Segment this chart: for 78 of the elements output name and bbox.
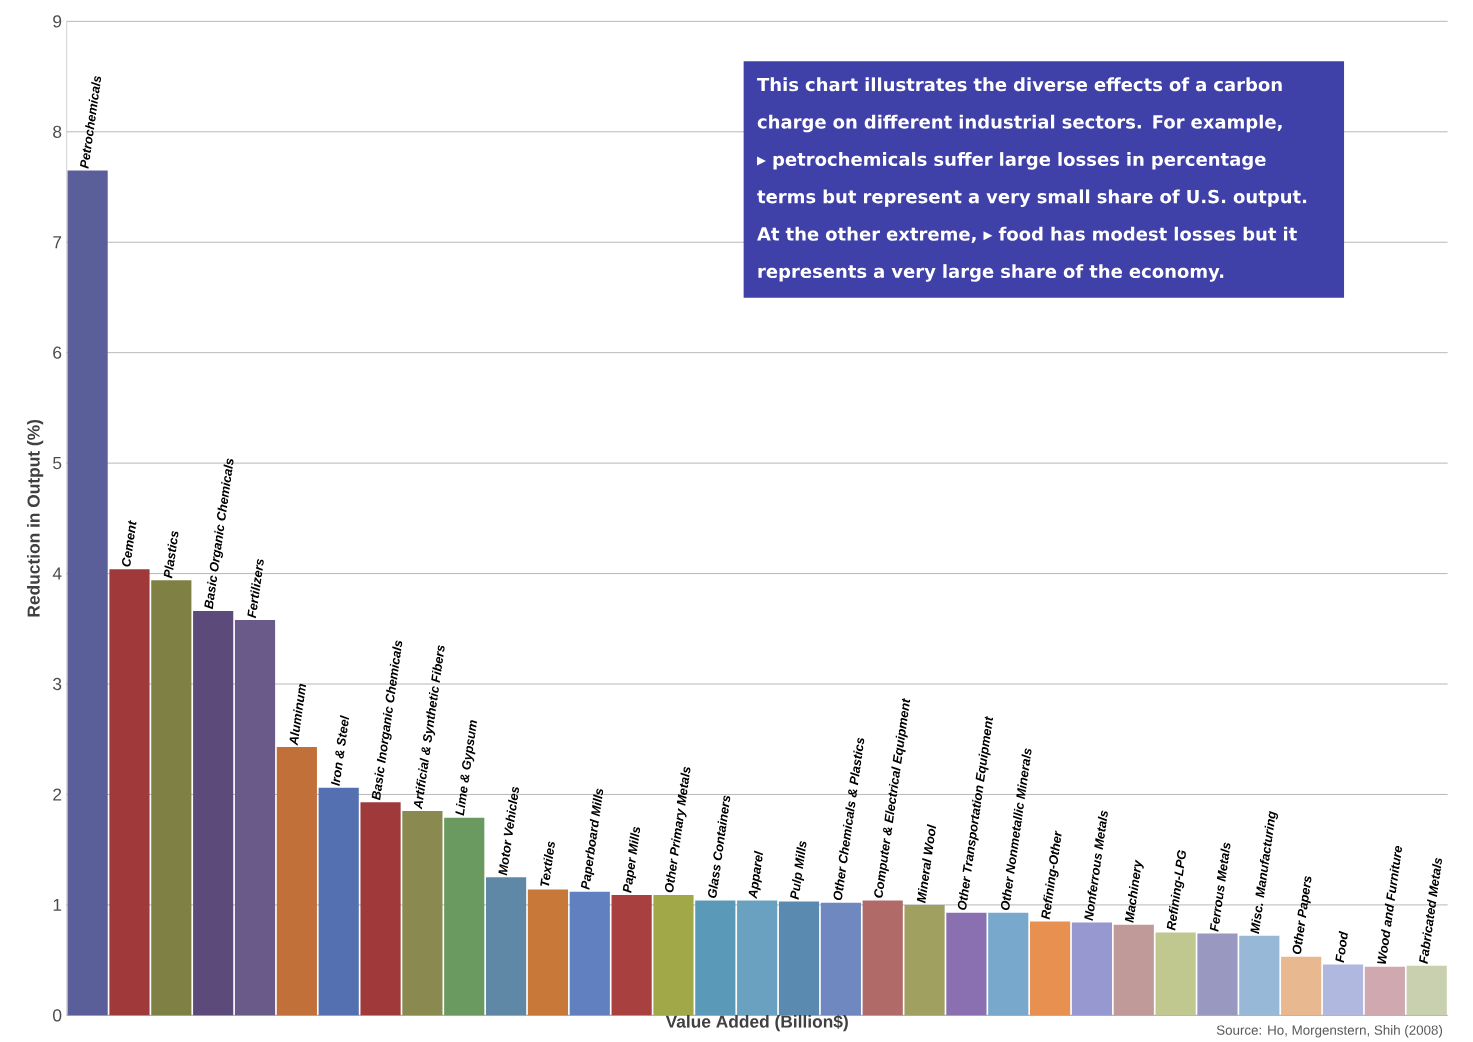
bar [1197, 933, 1238, 1016]
x-tick-label: Lime & Gypsum [455, 720, 477, 816]
bar [444, 817, 485, 1016]
x-tick-label: Textiles [540, 841, 555, 886]
bar [109, 569, 150, 1016]
bar [862, 900, 903, 1016]
bar [360, 802, 401, 1016]
bar [611, 894, 652, 1016]
x-tick-label: Mineral Wool [916, 824, 937, 904]
bar [151, 580, 192, 1016]
x-tick-label: Paperboard Mills [580, 788, 604, 890]
x-tick-label: Paper Mills [622, 826, 641, 894]
bar [1071, 922, 1113, 1016]
y-axis-title: Reduction in Output (%) [27, 419, 44, 617]
x-tick-label: Computer & Electrical Equipment [874, 697, 911, 898]
bar [1406, 965, 1447, 1016]
bar [234, 619, 276, 1016]
bar [276, 746, 317, 1016]
x-tick-label: Other Papers [1292, 876, 1312, 955]
bar [778, 901, 820, 1016]
x-tick-label: Iron & Steel [331, 715, 350, 787]
y-tick-label: 7 [53, 236, 62, 249]
x-tick-label: Other Nonmetallic Minerals [1000, 748, 1032, 911]
x-tick-label: Fabricated Metals [1419, 857, 1442, 964]
x-tick-label: Food [1335, 930, 1348, 963]
x-tick-label: Machinery [1124, 859, 1144, 923]
y-tick-label: 8 [53, 125, 62, 138]
y-tick-label: 5 [53, 457, 62, 470]
x-tick-label: Other Primary Metals [664, 766, 691, 893]
x-tick-label: Artificial & Synthetic Fibers [413, 645, 445, 810]
text: This chart illustrates the diverse effects of a carbon charge on different industrial sectors. For example, ▸ petrochemicals suffer large losses in percentage terms but represent a very small share of U.S. output. At the other extreme, ▸ food has modest losses but it represents a very large share of the economy. [757, 77, 1307, 282]
y-tick-label: 6 [53, 346, 62, 359]
bar [695, 900, 736, 1016]
bar [193, 611, 234, 1016]
x-axis-title: Value Added (Billion$) [665, 1014, 848, 1032]
bar [486, 877, 527, 1016]
y-tick-label: 4 [52, 567, 62, 580]
bar [318, 787, 359, 1016]
x-tick-label: Other Chemicals & Plastics [833, 737, 865, 901]
x-tick-label: Nonferrous Metals [1084, 810, 1108, 921]
bar [569, 891, 610, 1016]
bar [1281, 956, 1322, 1016]
x-tick-label: Fertilizers [247, 558, 264, 619]
x-tick-label: Basic Organic Chemicals [204, 458, 234, 610]
x-tick-label: Apparel [748, 850, 764, 900]
x-tick-label: Cement [122, 520, 137, 567]
bar [1155, 932, 1196, 1016]
bar [1322, 964, 1364, 1016]
bar [904, 904, 945, 1016]
x-tick-label: Aluminum [289, 683, 307, 746]
y-tick-label: 9 [53, 15, 62, 28]
bar [402, 811, 443, 1016]
y-tick-label: 0 [53, 1009, 62, 1022]
bar [67, 170, 108, 1016]
x-tick-label: Pulp Mills [790, 841, 807, 900]
x-tick-label: Plastics [163, 530, 179, 579]
y-tick-label: 3 [53, 677, 62, 691]
source-note: Source: Ho, Morgenstern, Shih (2008) [1216, 1025, 1443, 1038]
x-tick-label: Basic Inorganic Chemicals [371, 640, 403, 801]
x-tick-label: Petrochemicals [80, 75, 102, 169]
bar [946, 912, 987, 1016]
x-tick-label: Refining-LPG [1166, 850, 1186, 931]
y-tick-label: 2 [53, 788, 62, 801]
bar [737, 900, 778, 1016]
x-tick-label: Glass Containers [708, 795, 731, 898]
bar [653, 894, 694, 1016]
bar [988, 912, 1029, 1016]
x-tick-label: Refining-Other [1041, 830, 1062, 920]
x-tick-label: Wood and Furniture [1377, 845, 1402, 964]
bar [1239, 935, 1280, 1016]
y-tick-label: 1 [53, 898, 62, 911]
bar [1030, 921, 1071, 1016]
bar [1364, 966, 1405, 1016]
bar [527, 889, 569, 1016]
bar [820, 902, 861, 1016]
x-tick-label: Motor Vehicles [498, 786, 519, 876]
bar [1113, 924, 1154, 1016]
x-tick-label: Ferrous Metals [1209, 842, 1231, 932]
